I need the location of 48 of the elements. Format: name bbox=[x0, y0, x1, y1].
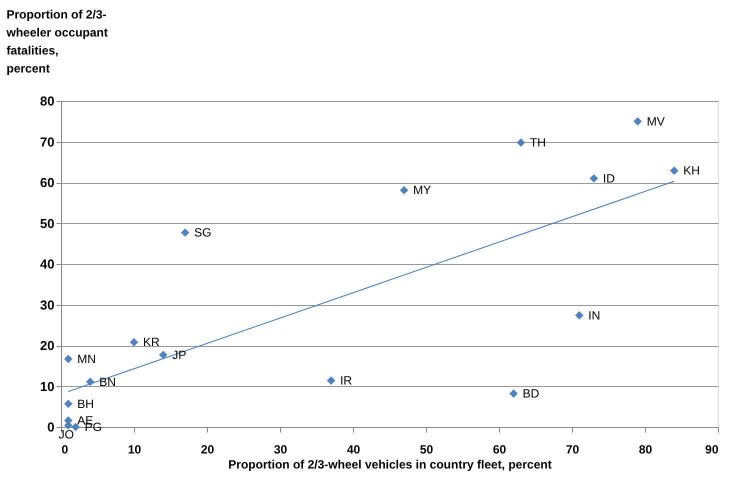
point bbox=[159, 350, 168, 360]
y-tick-label: 80 bbox=[40, 94, 54, 108]
y-tick-label: 0 bbox=[47, 420, 54, 434]
point bbox=[509, 389, 518, 398]
x-tick-label: 60 bbox=[492, 442, 506, 456]
annotation: IN bbox=[588, 308, 600, 322]
annotation: BN bbox=[99, 374, 116, 389]
x-tick-label: 70 bbox=[566, 442, 580, 456]
x-tick-label: 40 bbox=[346, 442, 360, 456]
x-tick-label: 80 bbox=[638, 442, 652, 456]
y-tick-label: 70 bbox=[40, 134, 54, 150]
x-tick-label: 20 bbox=[200, 442, 214, 456]
annotation: MY bbox=[413, 183, 432, 198]
x-tick-label: 30 bbox=[274, 442, 288, 456]
y-tick-label: 30 bbox=[40, 297, 54, 312]
annotation: BH bbox=[77, 396, 94, 411]
x-tick-label: 10 bbox=[128, 442, 142, 456]
point bbox=[634, 117, 642, 126]
x-tick-label: 50 bbox=[420, 442, 434, 456]
x-tick-label: 0 bbox=[62, 442, 68, 456]
annotation: ID bbox=[602, 171, 616, 186]
annotation: KH bbox=[683, 164, 700, 178]
y-tick-label: 10 bbox=[40, 378, 54, 394]
x-tick-label: 90 bbox=[705, 442, 719, 456]
annotation: BD bbox=[522, 386, 540, 401]
y-tick-label: 50 bbox=[40, 216, 54, 231]
point bbox=[64, 400, 72, 408]
annotation: KR bbox=[143, 335, 160, 350]
annotation: SG bbox=[194, 226, 212, 240]
point bbox=[64, 354, 72, 364]
y-axis-title: Proportion of 2/3-wheeler occupant fatalities, percent bbox=[6, 8, 108, 76]
x-axis-title: Proportion of 2/3-wheel vehicles in country fleet, percent bbox=[228, 458, 552, 472]
annotation: JO bbox=[58, 427, 74, 442]
annotation: TH bbox=[530, 136, 546, 150]
point bbox=[180, 228, 190, 237]
point bbox=[670, 166, 678, 175]
annotation: MV bbox=[646, 114, 665, 128]
point bbox=[400, 186, 408, 194]
point bbox=[516, 138, 526, 147]
point bbox=[590, 174, 598, 183]
point bbox=[326, 376, 336, 385]
y-tick-label: 60 bbox=[40, 175, 54, 190]
point bbox=[130, 338, 138, 346]
y-tick-label: 20 bbox=[40, 338, 54, 353]
annotation: IR bbox=[340, 374, 352, 388]
point bbox=[575, 311, 584, 320]
y-tick-label: 40 bbox=[40, 256, 54, 272]
annotation: MN bbox=[77, 352, 96, 366]
